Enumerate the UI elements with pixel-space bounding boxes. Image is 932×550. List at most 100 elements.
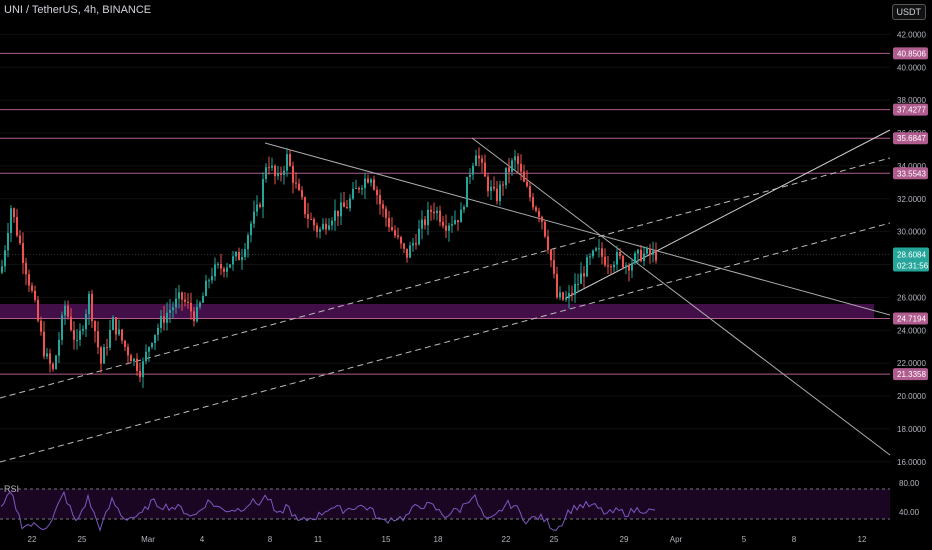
price-tick-label: 42.0000 (897, 30, 926, 39)
candle-body (457, 220, 459, 223)
candle-body (241, 257, 243, 261)
price-tick-label: 32.0000 (897, 195, 926, 204)
candle-body (472, 165, 474, 175)
candle-body (397, 235, 399, 238)
candle-body (391, 227, 393, 231)
candle-body (337, 210, 339, 217)
candle-body (295, 182, 297, 184)
candle-body (289, 154, 291, 166)
candle-body (70, 316, 72, 331)
candle-body (469, 174, 471, 178)
candle-body (523, 171, 525, 182)
candle-body (58, 339, 60, 356)
candle-body (37, 299, 39, 321)
candle-body (619, 252, 621, 257)
candle-body (124, 340, 126, 347)
candle-body (499, 184, 501, 202)
level-price-tag (893, 132, 928, 145)
candle-body (133, 358, 135, 362)
candle-body (319, 229, 321, 232)
candle-body (1, 266, 3, 273)
candle-body (610, 266, 612, 268)
price-tick-label: 38.0000 (897, 96, 926, 105)
candle-body (280, 173, 282, 175)
candle-body (406, 248, 408, 258)
candle-body (112, 317, 114, 330)
time-tick-label: 22 (502, 535, 511, 544)
candle-body (409, 245, 411, 258)
time-tick-label: Apr (670, 535, 683, 544)
candle-body (130, 355, 132, 362)
candle-body (46, 353, 48, 357)
candle-body (109, 329, 111, 348)
candle-body (484, 162, 486, 177)
candle-body (169, 310, 171, 313)
candle-body (331, 220, 333, 226)
candle-body (85, 313, 87, 330)
candle-body (244, 249, 246, 258)
time-tick-label: 4 (200, 535, 205, 544)
candle-body (94, 321, 96, 332)
candle-body (532, 197, 534, 208)
level-price-label: 40.8506 (897, 49, 926, 58)
candle-body (100, 347, 102, 364)
time-axis: 22 25 Mar 4 8 11 15 18 22 25 29 Apr 5 8 12 (28, 535, 867, 544)
rsi-tick-label: 40.00 (899, 508, 920, 517)
candle-body (427, 209, 429, 226)
candle-body (34, 290, 36, 300)
currency-badge[interactable]: USDT (891, 4, 926, 20)
candle-body (184, 299, 186, 302)
candle-body (340, 202, 342, 217)
level-price-tag (893, 312, 928, 325)
time-tick-label: 15 (382, 535, 391, 544)
candle-body (346, 207, 348, 209)
candle-body (589, 256, 591, 258)
candles (1, 147, 657, 388)
candle-body (544, 221, 546, 237)
support-trendline (565, 129, 891, 299)
price-axis: 42.000040.000038.000036.000034.000032.00… (893, 30, 929, 517)
candle-body (520, 163, 522, 172)
rsi-pane (0, 488, 890, 532)
candle-body (442, 221, 444, 226)
channel-upper-dashed (0, 157, 891, 399)
candle-body (580, 273, 582, 284)
candle-body (463, 206, 465, 210)
candle-body (445, 225, 447, 231)
time-tick-label: 18 (434, 535, 443, 544)
candle-body (634, 253, 636, 264)
candle-body (64, 305, 66, 316)
price-tick-label: 24.0000 (897, 326, 926, 335)
time-tick-label: 22 (28, 535, 37, 544)
candle-body (604, 256, 606, 266)
candle-body (250, 223, 252, 236)
price-tick-label: 20.0000 (897, 392, 926, 401)
candle-body (220, 264, 222, 269)
candle-body (154, 334, 156, 344)
candle-body (475, 155, 477, 166)
candle-body (148, 347, 150, 352)
candle-body (640, 249, 642, 262)
candle-body (367, 178, 369, 183)
countdown-label: 02:31:56 (897, 262, 929, 271)
grid (0, 33, 890, 463)
candle-body (595, 248, 597, 251)
candle-body (454, 220, 456, 225)
price-tick-label: 22.0000 (897, 359, 926, 368)
candle-body (283, 170, 285, 175)
level-price-tag (893, 368, 928, 381)
candle-body (529, 186, 531, 198)
candle-body (568, 293, 570, 299)
candle-body (136, 358, 138, 372)
time-tick-label: 5 (742, 535, 747, 544)
candle-body (607, 265, 609, 267)
rsi-band (0, 489, 890, 519)
candle-body (127, 346, 129, 356)
candle-body (49, 353, 51, 364)
candle-body (277, 173, 279, 177)
current-price-tag (893, 247, 929, 272)
trendlines (0, 129, 891, 463)
candle-body (370, 179, 372, 183)
candle-body (13, 208, 15, 218)
